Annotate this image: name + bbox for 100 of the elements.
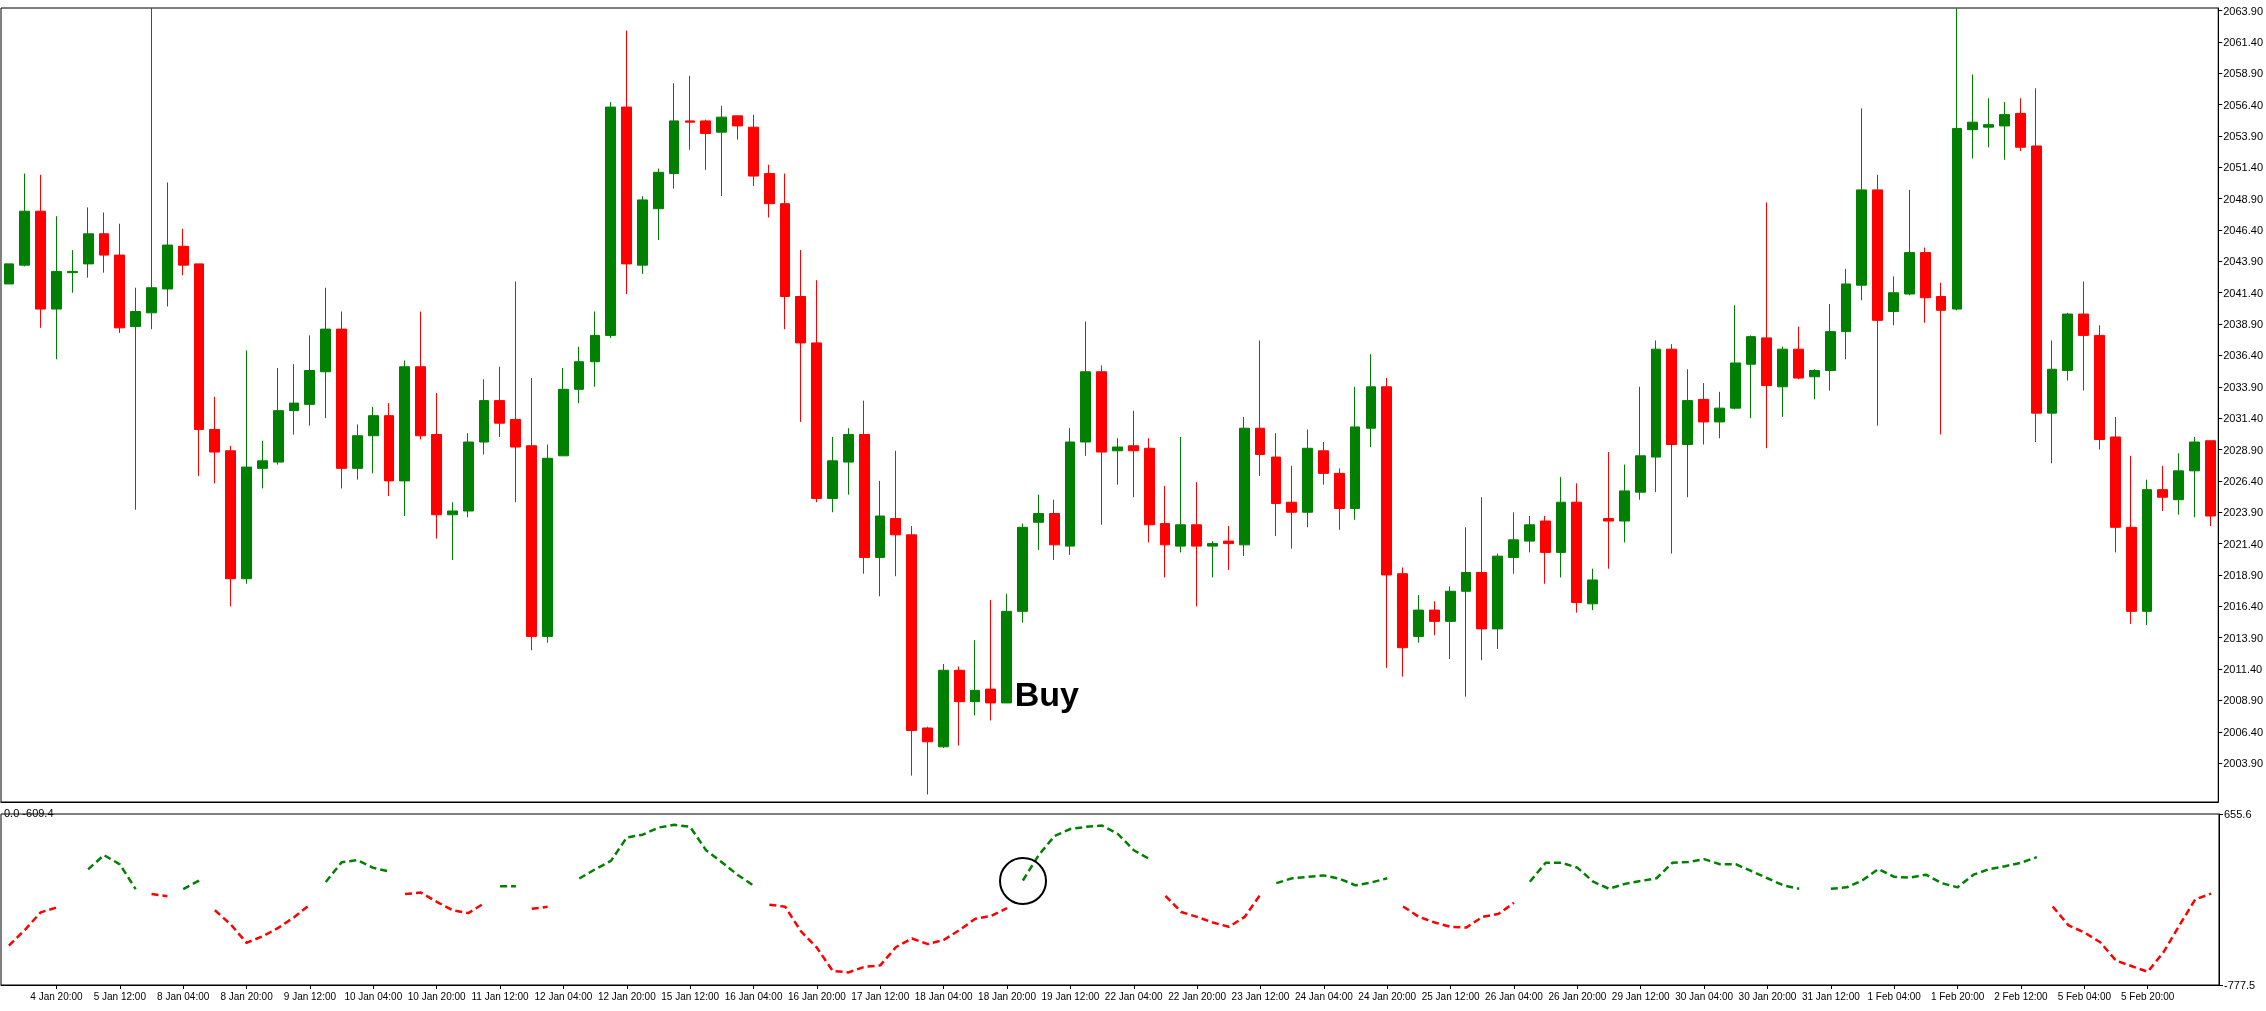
candlestick (273, 367, 284, 466)
candlestick (1508, 511, 1519, 575)
candlestick (1983, 97, 1994, 148)
y-tick-label: 2016.40 (2223, 600, 2263, 613)
x-tick-label: 24 Jan 20:00 (1358, 990, 1417, 1002)
annotation: 0.0 -609.4 (4, 806, 54, 819)
candlestick (1144, 437, 1155, 543)
candlestick (2031, 87, 2042, 443)
x-tick-label: 16 Jan 04:00 (724, 990, 783, 1002)
candlestick (479, 378, 489, 456)
candlestick (780, 173, 790, 330)
candlestick (1809, 368, 1820, 400)
candlestick (1571, 482, 1582, 614)
candlestick (795, 249, 806, 423)
candlestick (669, 82, 679, 190)
candlestick (558, 367, 569, 457)
y-tick-label: 2051.40 (2223, 161, 2263, 174)
candlestick (162, 181, 173, 308)
candlestick (1239, 416, 1250, 557)
x-tick-label: 26 Jan 04:00 (1485, 990, 1544, 1002)
candlestick (811, 279, 822, 503)
candlestick (1524, 515, 1535, 553)
annotation: Buy (1014, 675, 1079, 714)
candlestick (1920, 247, 1931, 324)
y-tick-label: 2033.90 (2223, 380, 2263, 393)
x-tick-label: 5 Feb 04:00 (2057, 990, 2112, 1002)
y-tick-label: 2008.90 (2223, 694, 2263, 707)
candlestick (1872, 174, 1883, 427)
candlestick (130, 287, 141, 511)
candlestick (2015, 97, 2026, 152)
candlestick (1429, 600, 1440, 636)
candlestick (1413, 594, 1424, 644)
x-tick-label: 23 Jan 12:00 (1231, 990, 1290, 1002)
y-tick-label: 2056.40 (2223, 98, 2263, 111)
y-tick-label: 2036.40 (2223, 349, 2263, 362)
x-tick-label: 2 Feb 12:00 (1994, 990, 2049, 1002)
y-tick-label: 2003.90 (2223, 757, 2263, 770)
y-tick-label: 2028.90 (2223, 443, 2263, 456)
candlestick (1492, 553, 1503, 650)
candlestick (304, 334, 315, 427)
x-tick-label: 26 Jan 20:00 (1548, 990, 1607, 1002)
candlestick (1746, 334, 1756, 419)
candlestick (954, 666, 965, 747)
y-tick-label: 2026.40 (2223, 474, 2263, 487)
x-tick-label: 5 Jan 12:00 (93, 990, 147, 1002)
x-tick-label: 18 Jan 20:00 (978, 990, 1037, 1002)
candlestick (1698, 382, 1709, 446)
candlestick (1666, 343, 1677, 555)
candlestick (225, 445, 236, 607)
y-tick-label: 2011.40 (2223, 663, 2263, 676)
candlestick (1761, 201, 1772, 449)
candlestick (415, 311, 426, 440)
candlestick (970, 639, 980, 716)
candlestick (1175, 436, 1186, 553)
candlestick (1603, 451, 1614, 570)
candlestick (1540, 515, 1551, 585)
candlestick (748, 114, 759, 187)
candlestick (146, 7, 157, 330)
candlestick (431, 392, 442, 540)
x-tick-label: 12 Jan 04:00 (534, 990, 593, 1002)
x-tick-label: 10 Jan 20:00 (407, 990, 467, 1002)
candlestick (336, 311, 347, 489)
candlestick (1065, 427, 1075, 556)
candlestick (574, 346, 584, 404)
candlestick (2078, 280, 2089, 392)
y-tick-label: 2031.40 (2223, 412, 2263, 425)
x-tick-label: 25 Jan 12:00 (1421, 990, 1480, 1002)
y-tick-label: 2053.90 (2223, 129, 2263, 142)
y-tick-label: -777.5 (2224, 979, 2256, 991)
x-tick-label: 19 Jan 12:00 (1041, 990, 1100, 1002)
candlestick (2205, 440, 2216, 527)
candlestick (1777, 346, 1788, 418)
candlestick (1112, 437, 1123, 486)
candlestick (653, 168, 664, 241)
x-tick-label: 5 Feb 20:00 (2121, 990, 2175, 1002)
candlestick (637, 195, 648, 275)
y-tick-label: 2063.90 (2223, 4, 2263, 17)
candlestick (1856, 107, 1867, 301)
candlestick (320, 287, 331, 419)
candlestick (1793, 326, 1804, 380)
candlestick (2126, 455, 2137, 625)
candlestick (510, 280, 521, 503)
candlestick (1223, 525, 1234, 571)
candlestick (2189, 436, 2200, 518)
y-tick-label: 2018.90 (2223, 568, 2263, 581)
candlestick (2110, 416, 2121, 553)
candlestick (241, 349, 252, 585)
candlestick (1160, 485, 1170, 578)
candlestick (1207, 540, 1218, 578)
candlestick (447, 501, 458, 561)
candlestick (1619, 464, 1630, 543)
candlestick (19, 173, 30, 267)
candlestick (384, 402, 394, 497)
candlestick (194, 263, 204, 477)
candlestick (1461, 526, 1471, 698)
candlestick (1587, 568, 1598, 611)
candlestick (494, 366, 505, 438)
candlestick (1967, 73, 1978, 160)
candlestick (1033, 494, 1044, 551)
x-tick-label: 10 Jan 04:00 (344, 990, 403, 1002)
